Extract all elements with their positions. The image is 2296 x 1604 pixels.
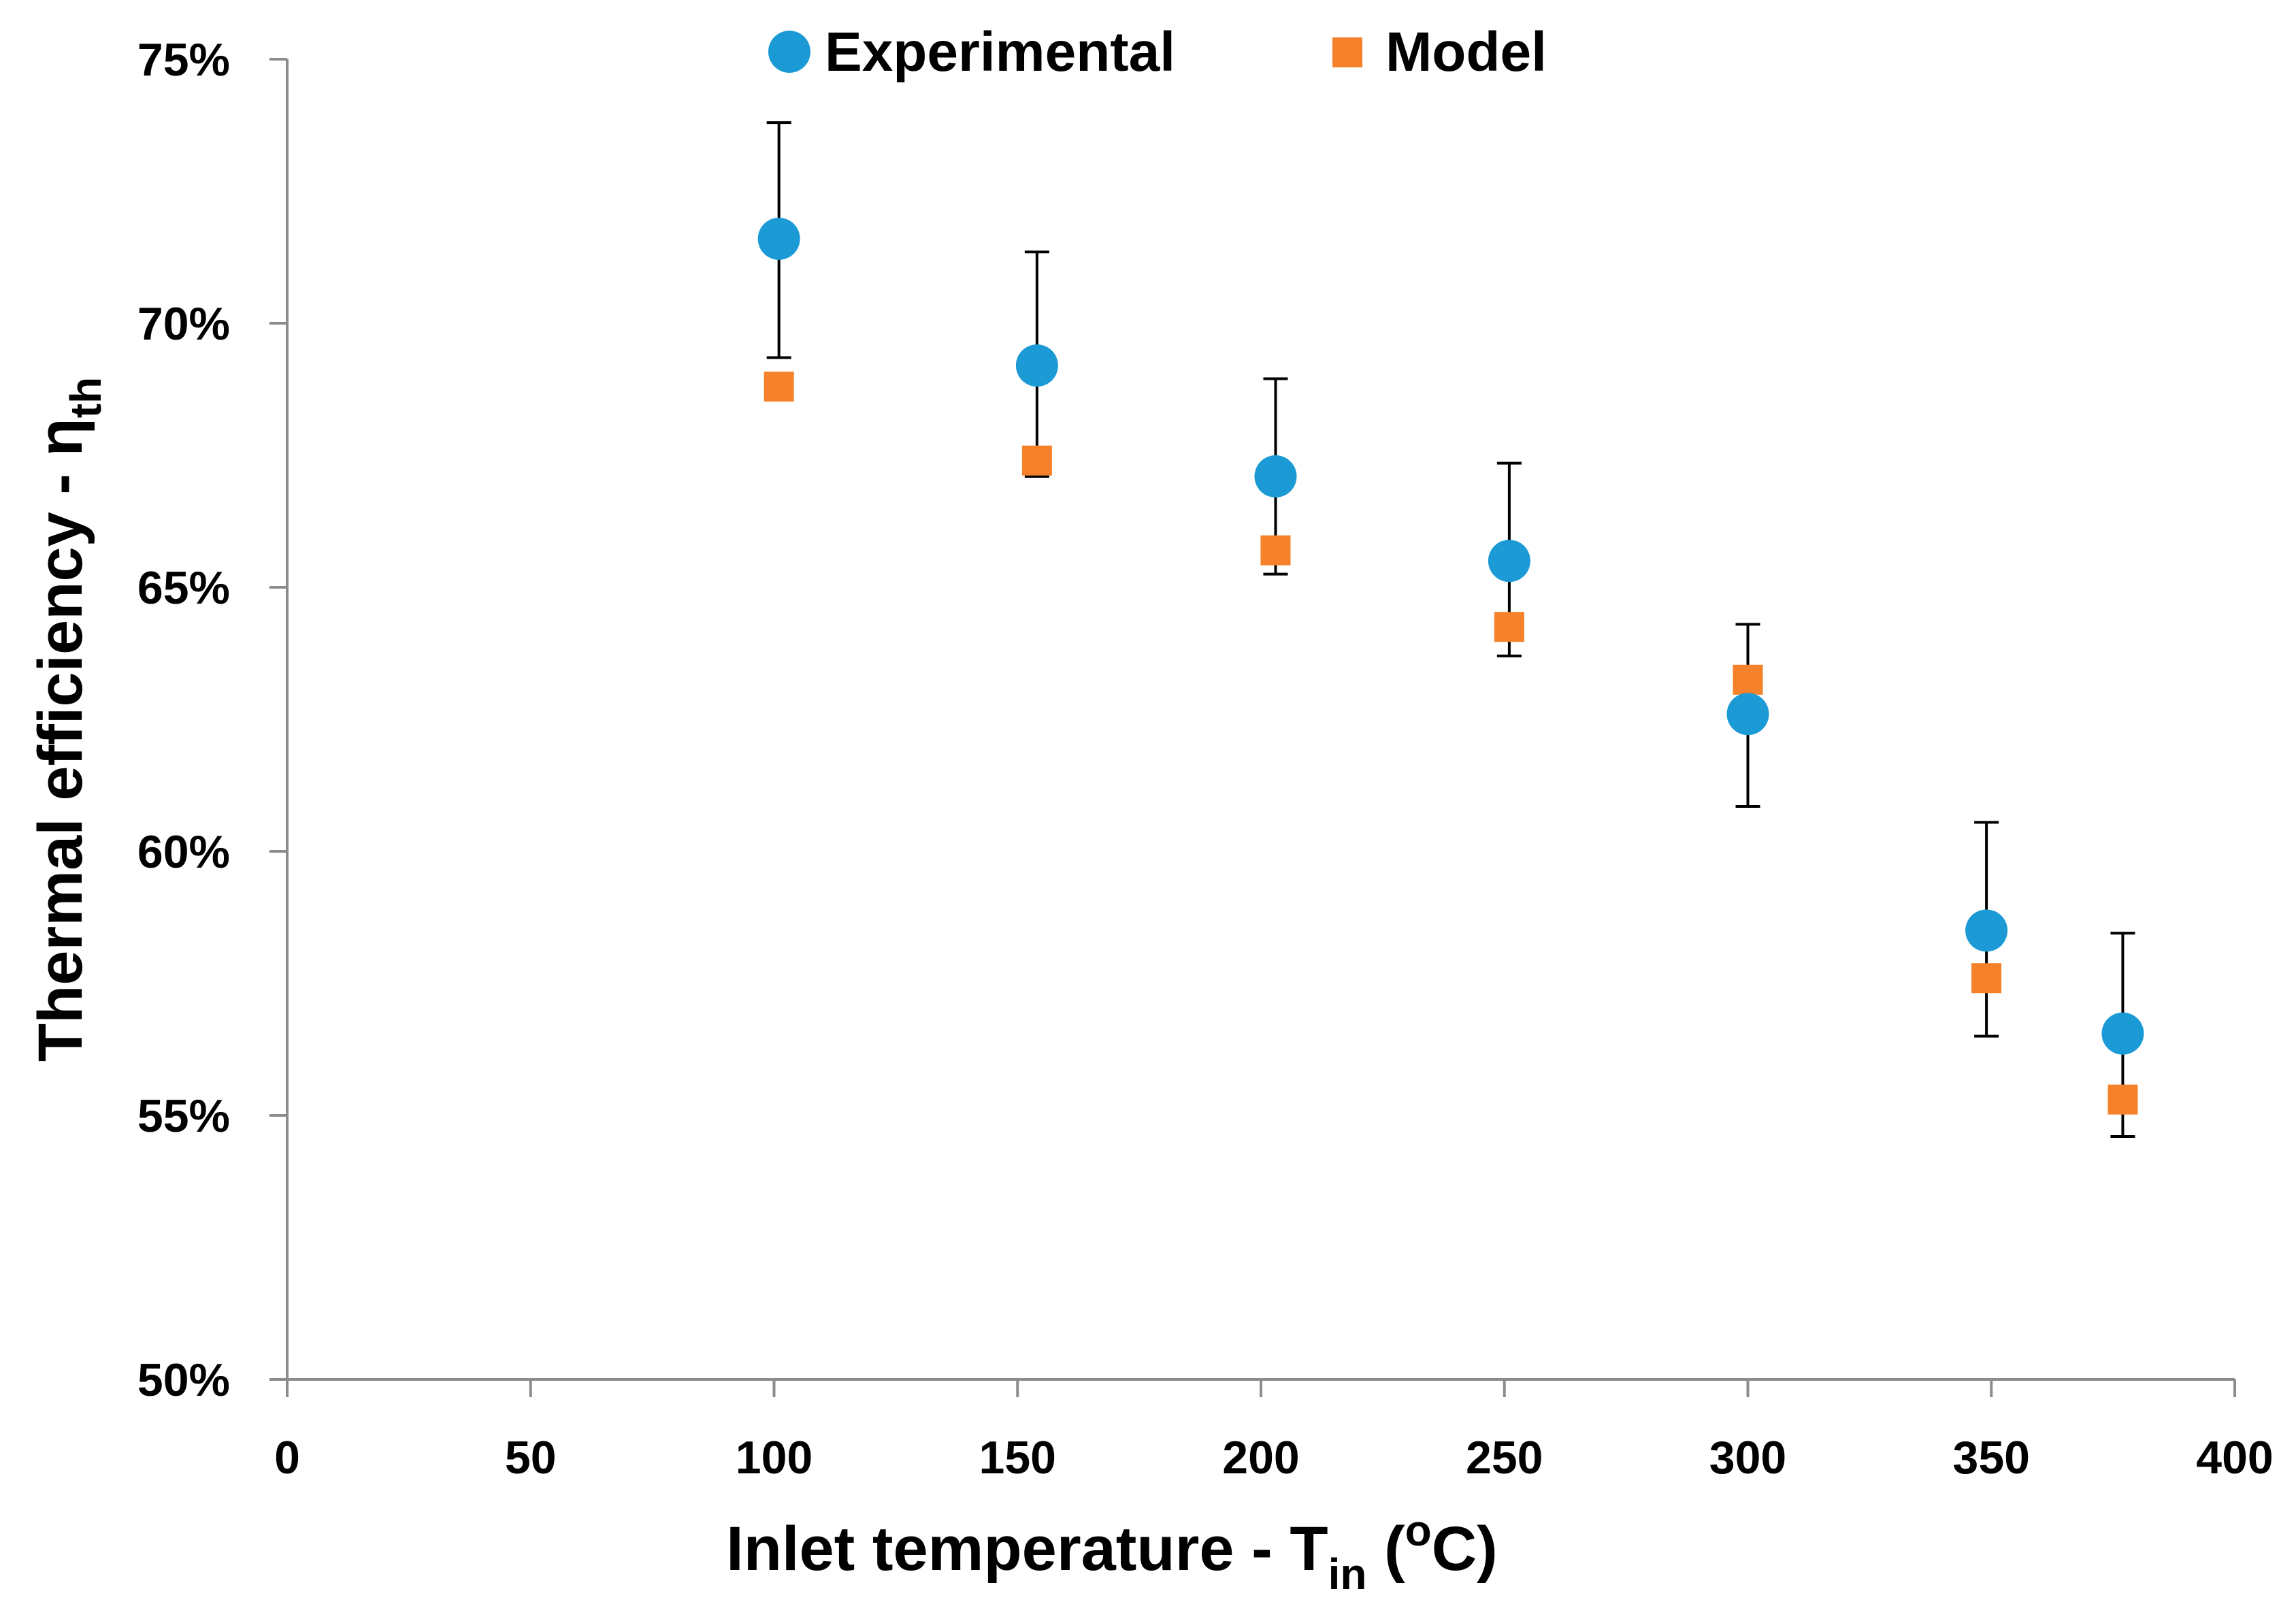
series-experimental [757,217,2144,1055]
y-tick-label: 65% [137,562,230,614]
y-tick-label: 75% [137,34,230,86]
model-point [1494,612,1524,642]
y-tick-label: 60% [137,826,230,878]
plot-area [286,59,2235,1381]
model-point [1260,535,1291,566]
y-axis-ticks: 50% 55% 60% 65% 70% 75% [137,34,287,1406]
y-tick-label: 55% [137,1090,230,1142]
series-model [764,372,2138,1115]
experimental-point [1726,693,1769,736]
x-tick-label: 400 [2196,1432,2273,1484]
model-point [1021,445,1052,476]
model-point [1971,963,2002,994]
experimental-point [1015,344,1058,387]
x-tick-label: 50 [505,1432,557,1484]
legend-model-label: Model [1385,21,1547,83]
y-axis-title: Thermal efficiency - ηth [26,377,110,1062]
y-tick-label: 70% [137,298,230,350]
model-point [764,372,794,402]
model-point [1733,664,1763,695]
experimental-point [1488,540,1530,583]
model-point [2108,1084,2138,1115]
experimental-point [1965,909,2008,952]
x-axis-title: Inlet temperature - Tin (oC) [726,1506,1498,1599]
x-tick-label: 300 [1709,1432,1786,1484]
experimental-point [2101,1012,2144,1055]
y-tick-label: 50% [137,1354,230,1406]
legend-model-marker [1332,37,1362,67]
error-bars [766,121,2135,1139]
legend: Experimental Model [768,21,1547,83]
legend-experimental-label: Experimental [825,21,1175,83]
experimental-point [1254,455,1297,498]
x-tick-label: 150 [979,1432,1056,1484]
x-tick-label: 100 [736,1432,813,1484]
legend-experimental-marker [768,31,810,73]
experimental-point [757,217,800,260]
x-tick-label: 350 [1953,1432,2030,1484]
x-tick-label: 200 [1222,1432,1299,1484]
x-tick-label: 0 [274,1432,300,1484]
x-tick-label: 250 [1466,1432,1543,1484]
x-axis-ticks: 0 50 100 150 200 250 300 350 400 [274,1379,2274,1484]
